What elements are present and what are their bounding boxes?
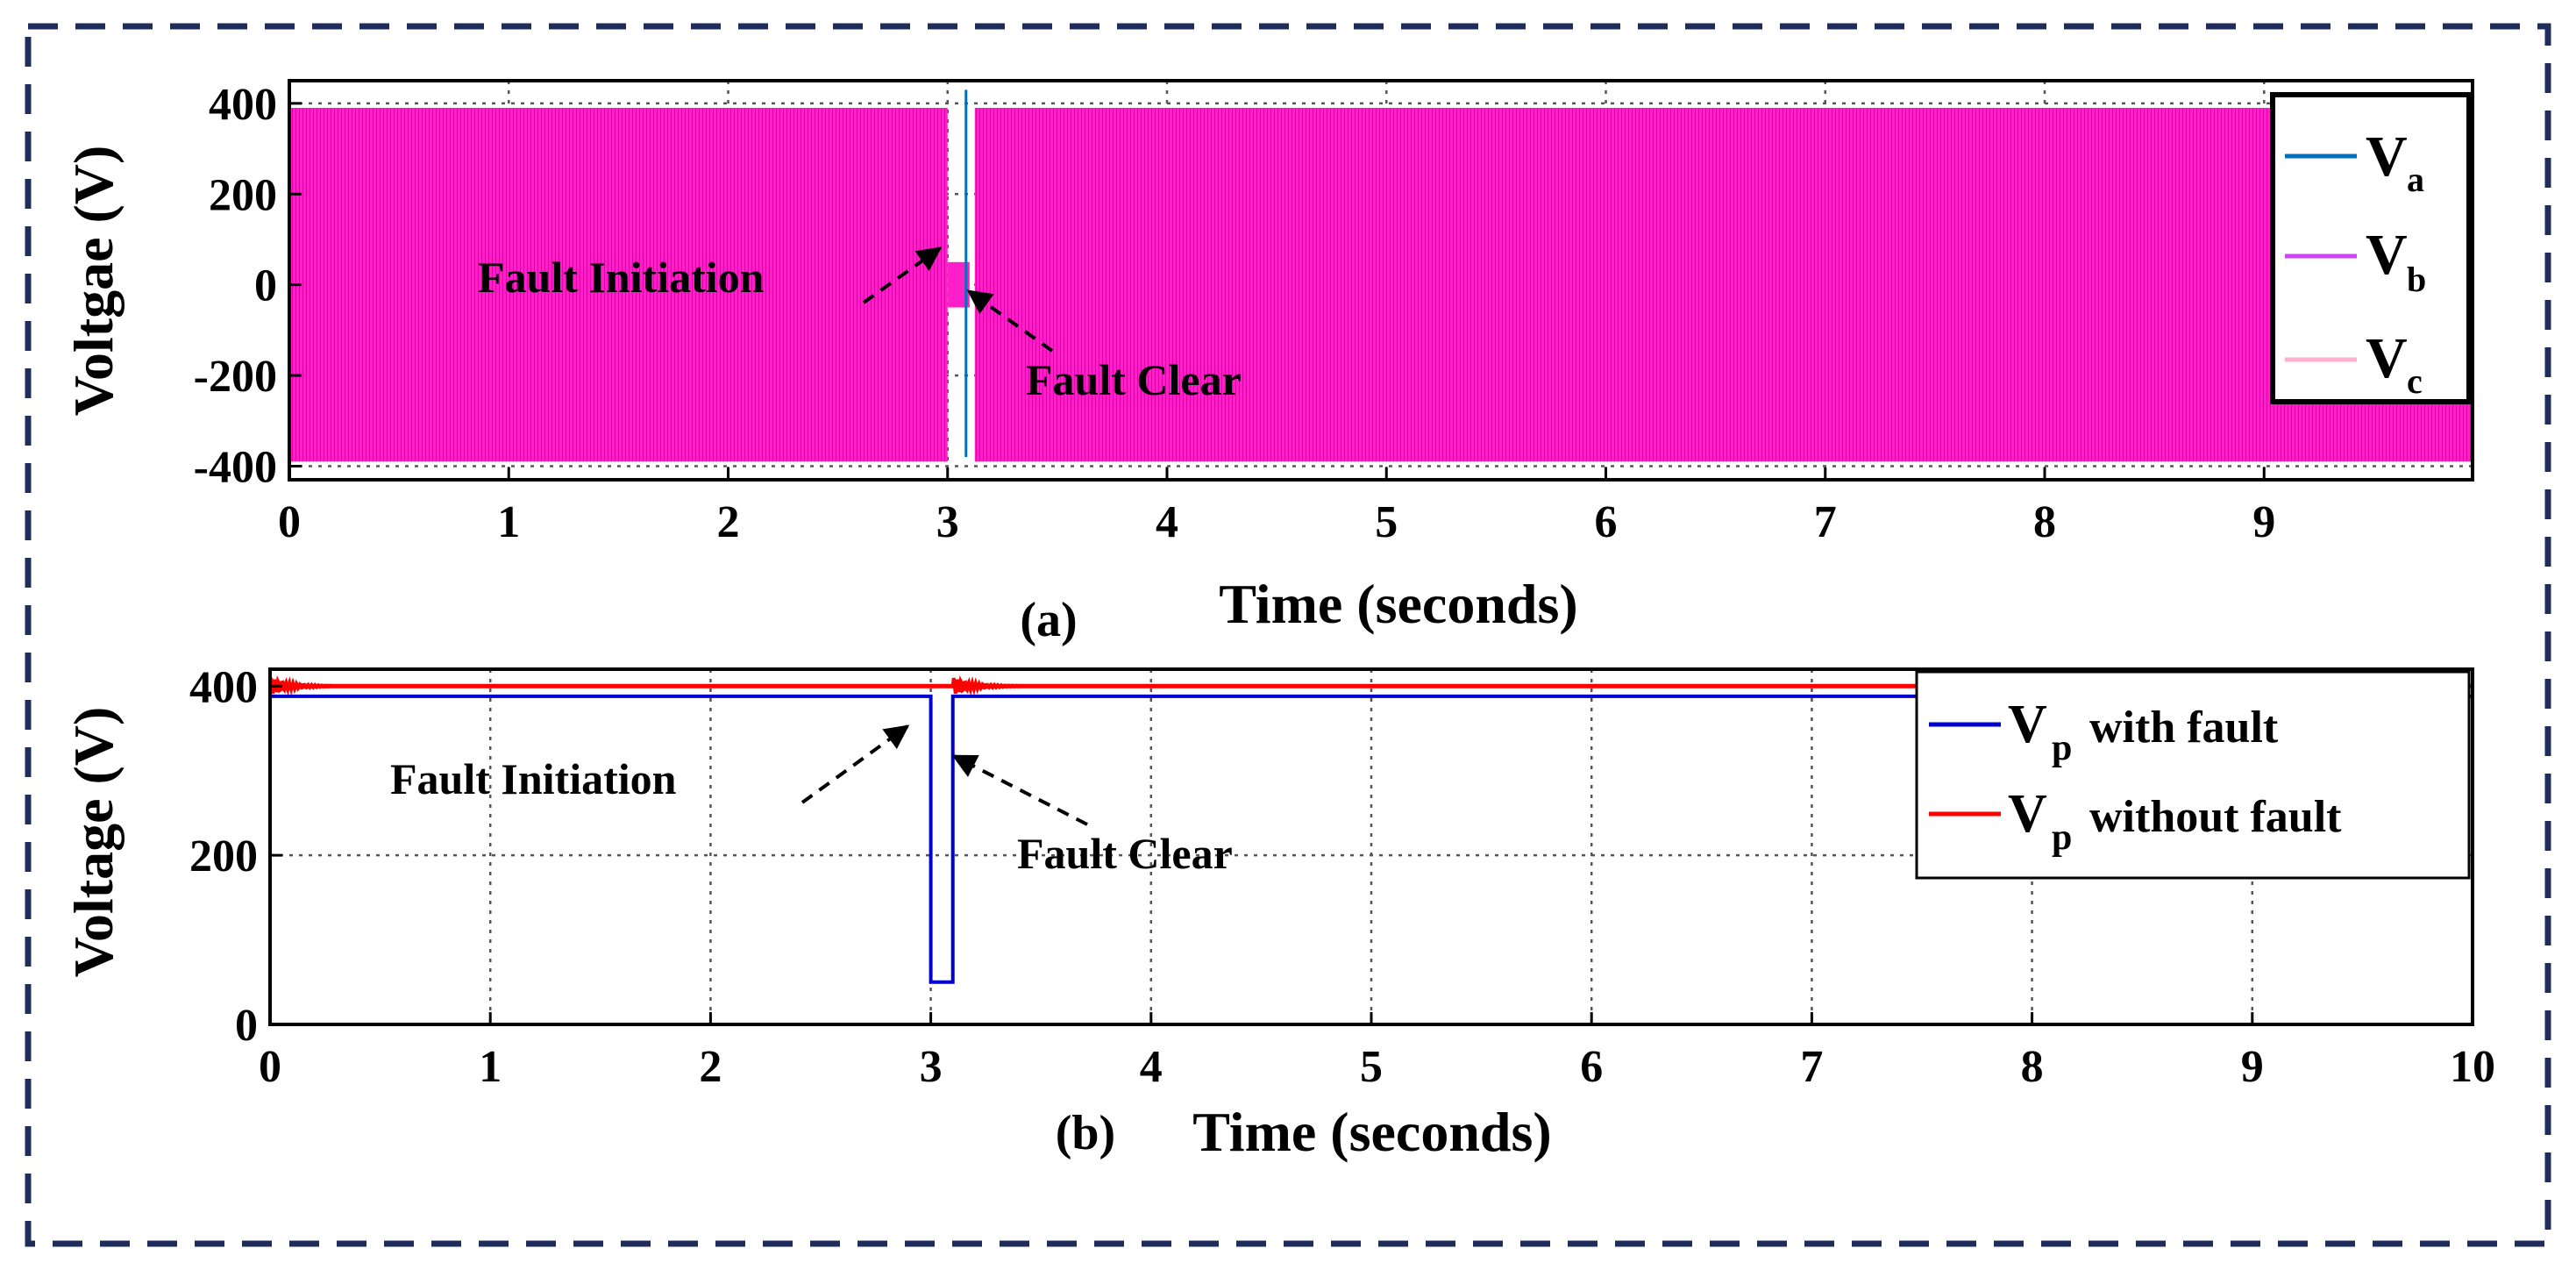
legend-suffix-vp-with-fault: with fault [2078, 703, 2279, 753]
panel-a-annotation-fault-clear: Fault Clear [1026, 355, 1242, 404]
panel-a-xtick-label-2: 2 [717, 497, 740, 547]
legend-subscript-va: a [2407, 160, 2424, 199]
panel-b-xtick-label-2: 2 [699, 1042, 722, 1092]
legend-subscript-vb: b [2407, 260, 2426, 299]
series-vp-with-fault [270, 694, 2473, 984]
panel-a-xlabel: Time (seconds) [1219, 573, 1577, 635]
panel-b-ytick-label-2: 0 [235, 1001, 258, 1051]
series-vp-without-fault-ripple-0 [270, 674, 332, 696]
panel-b-annotation-fault-initiation: Fault Initiation [390, 754, 677, 803]
legend-suffix-vp-without-fault: without fault [2078, 792, 2342, 842]
panel-a-xtick-label-7: 7 [1814, 497, 1837, 547]
panel-b-label: (b) [1056, 1106, 1115, 1160]
panel-b-xlabel: Time (seconds) [1192, 1101, 1551, 1163]
panel-a-xticks: 0 1 2 3 4 5 6 7 8 9 [278, 467, 2275, 547]
panel-b-xtick-label-6: 6 [1580, 1042, 1603, 1092]
panel-a-ylabel: Voltgae (V) [62, 146, 125, 417]
waveform-band-post-fault [974, 108, 2473, 462]
panel-b-legend-box [1915, 670, 2471, 880]
panel-a-xtick-label-4: 4 [1156, 497, 1178, 547]
panel-a: 0 1 2 3 4 5 6 7 8 9 400 200 0 -200 -400 Time (seconds… [62, 79, 2474, 647]
panel-a-ytick-label-2: 0 [254, 261, 277, 311]
panel-a-arrow-fault-clear [966, 289, 1054, 353]
panel-b-xtick-label-8: 8 [2021, 1042, 2044, 1092]
panel-b-ytick-label-0: 400 [189, 662, 258, 712]
panel-a-arrow-fault-initiation [862, 246, 943, 304]
panel-a-yticks: 400 200 0 -200 -400 [194, 80, 302, 492]
legend-subscript-vc: c [2407, 361, 2423, 401]
panel-b-xtick-label-7: 7 [1800, 1042, 1823, 1092]
panel-b-xtick-label-4: 4 [1140, 1042, 1163, 1092]
panel-a-ytick-label-1: 200 [209, 170, 277, 220]
panel-b-xtick-label-10: 10 [2450, 1042, 2495, 1092]
panel-a-xtick-label-6: 6 [1595, 497, 1618, 547]
series-vp-without-fault-ripple-1 [950, 674, 1030, 696]
legend-label-vp-with-fault: V [2008, 695, 2047, 754]
panel-a-ytick-label-3: -200 [194, 352, 277, 402]
waveform-band-pre-fault [289, 108, 948, 462]
panel-a-xtick-label-1: 1 [497, 497, 520, 547]
legend-label-va: V [2366, 125, 2408, 189]
panel-a-xtick-label-8: 8 [2033, 497, 2056, 547]
panel-b: 0 1 2 3 4 5 6 7 8 9 10 400 200 0 Time (seconds) Volt… [62, 662, 2495, 1163]
panel-a-ytick-label-4: -400 [194, 442, 277, 492]
panel-b-xtick-label-5: 5 [1360, 1042, 1383, 1092]
legend-subscript-vp-without-fault: p [2052, 817, 2072, 858]
legend-subscript-vp-with-fault: p [2052, 728, 2072, 768]
panel-a-label: (a) [1020, 593, 1077, 647]
panel-a-axes-frame [288, 79, 2474, 482]
legend-label-vp-without-fault: V [2008, 784, 2047, 844]
panel-b-xtick-label-3: 3 [920, 1042, 943, 1092]
panel-b-ytick-label-1: 200 [189, 831, 258, 881]
panel-a-xtick-label-9: 9 [2252, 497, 2275, 547]
panel-a-xtick-label-5: 5 [1375, 497, 1398, 547]
panel-a-legend-box [2270, 92, 2472, 404]
panel-a-waveform [289, 89, 2473, 462]
panel-b-yticks: 400 200 0 [189, 662, 282, 1051]
panel-a-xtick-label-0: 0 [278, 497, 301, 547]
legend-label-vc: V [2366, 326, 2408, 390]
panel-a-legend: V a V b V c [2270, 92, 2472, 404]
panel-a-xtick-label-3: 3 [936, 497, 959, 547]
legend-label-vb: V [2366, 223, 2408, 287]
panel-b-xtick-label-0: 0 [259, 1042, 281, 1092]
panel-b-arrow-fault-clear [951, 754, 1088, 826]
panel-a-annotation-fault-initiation: Fault Initiation [478, 253, 765, 302]
panel-b-xticks: 0 1 2 3 4 5 6 7 8 9 10 [259, 1012, 2495, 1092]
panel-b-annotation-fault-clear: Fault Clear [1017, 829, 1233, 878]
panel-b-ylabel: Voltage (V) [62, 707, 125, 978]
figure-frame [25, 23, 2551, 1247]
panel-b-arrow-fault-initiation [801, 724, 910, 804]
panel-a-ytick-label-0: 400 [209, 80, 277, 130]
panel-b-xtick-label-9: 9 [2241, 1042, 2264, 1092]
panel-b-xtick-label-1: 1 [479, 1042, 502, 1092]
panel-b-legend: V p with fault V p without fault [1915, 670, 2471, 880]
